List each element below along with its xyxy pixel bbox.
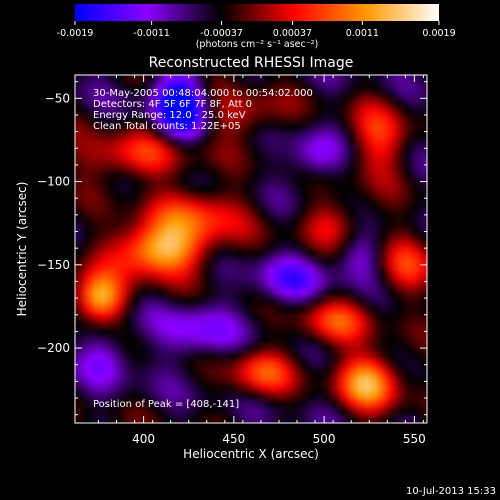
timestamp: 10-Jul-2013 15:33	[406, 486, 496, 497]
y-tick-label: −200	[37, 341, 70, 355]
colorbar-tick-label: -0.00037	[200, 28, 243, 39]
annotation-time: 30-May-2005 00:48:04.000 to 00:54:02.000	[93, 88, 313, 99]
colorbar-unit-label: (photons cm⁻² s⁻¹ asec⁻²)	[196, 39, 319, 50]
chart-title: Reconstructed RHESSI Image	[149, 55, 354, 71]
colorbar-tick-label: 0.00037	[273, 28, 312, 39]
colorbar-tick-label: 0.0011	[346, 28, 379, 39]
annotation-block: 30-May-2005 00:48:04.000 to 00:54:02.000…	[93, 88, 313, 410]
annotation-detectors: Detectors: 4F 5F 6F 7F 8F, Att 0	[93, 99, 252, 110]
x-tick-label: 450	[222, 432, 245, 446]
y-tick-label: −50	[45, 91, 70, 105]
plot-frame	[74, 74, 428, 424]
colorbar-tick-label: 0.0019	[422, 28, 455, 39]
colorbar-tick-label: -0.0011	[133, 28, 170, 39]
x-tick-label: 550	[403, 432, 426, 446]
y-tick-label: −150	[37, 258, 70, 272]
x-axis-label: Heliocentric X (arcsec)	[183, 447, 319, 461]
colorbar	[75, 4, 439, 21]
colorbar-ticks: -0.0019 -0.0011 -0.00037 0.00037 0.0011 0.001…	[57, 21, 456, 39]
annotation-energy: Energy Range: 12.0 - 25.0 keV	[93, 110, 246, 121]
y-axis-label: Heliocentric Y (arcsec)	[15, 182, 29, 317]
annotation-clean: Clean Total counts: 1.22E+05	[93, 121, 241, 132]
axis-ticks: 400 450 500 550 −50 −100 −150 −200	[37, 75, 427, 446]
heatmap-image	[75, 75, 427, 423]
x-tick-label: 400	[132, 432, 155, 446]
annotation-peak: Position of Peak = [408,-141]	[93, 399, 239, 410]
y-tick-label: −100	[37, 175, 70, 189]
x-tick-label: 500	[313, 432, 336, 446]
colorbar-tick-label: -0.0019	[57, 28, 94, 39]
